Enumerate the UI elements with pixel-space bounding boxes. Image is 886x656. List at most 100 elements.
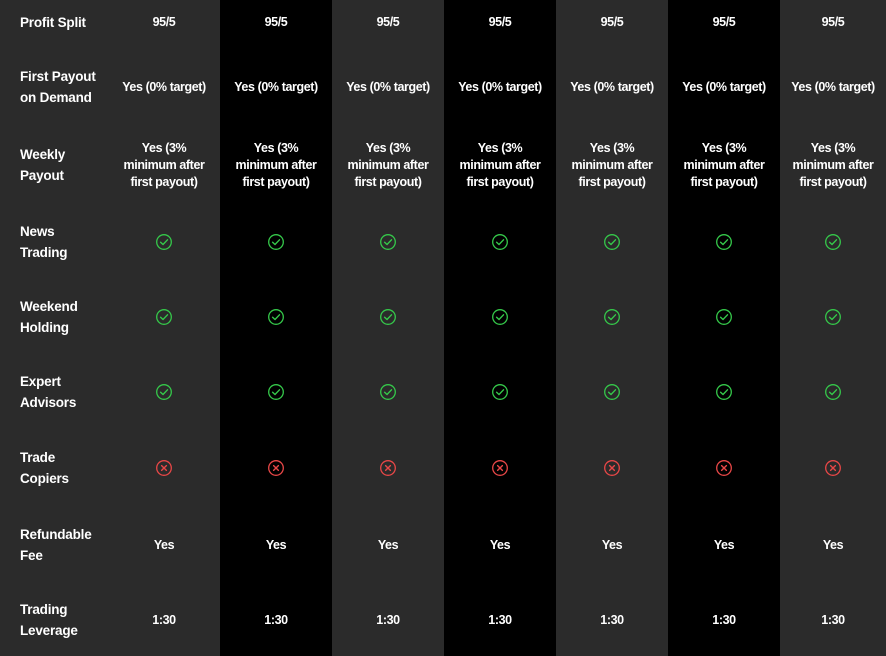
row-label-weekend-holding: Weekend Holding	[20, 299, 78, 335]
value-cell-first-payout: Yes (0% target)	[780, 54, 886, 120]
check-icon	[824, 308, 842, 326]
value-cell-weekly-payout: Yes (3% minimum after first payout)	[108, 120, 220, 210]
value-cell-weekend-holding	[444, 282, 556, 352]
check-icon	[715, 308, 733, 326]
value-cell-news-trading	[220, 207, 332, 277]
value-cell-weekend-holding	[556, 282, 668, 352]
value-cell-profit-split: 95/5	[780, 0, 886, 44]
value-cell-weekly-payout: Yes (3% minimum after first payout)	[444, 120, 556, 210]
value-cell-refundable-fee: Yes	[556, 509, 668, 581]
row-label-cell: Refundable Fee	[0, 509, 108, 581]
row-label-weekly-payout: Weekly Payout	[20, 147, 66, 183]
row-label-cell: Weekend Holding	[0, 282, 108, 352]
plan-column: 95/5 Yes (0% target) Yes (3% minimum after…	[332, 0, 444, 656]
check-icon	[603, 383, 621, 401]
value-text: 1:30	[821, 612, 845, 627]
value-text: 1:30	[264, 612, 288, 627]
value-text: 1:30	[600, 612, 624, 627]
row-label-refundable-fee: Refundable Fee	[20, 527, 92, 563]
cross-icon	[715, 459, 733, 477]
value-cell-weekend-holding	[108, 282, 220, 352]
value-cell-weekend-holding	[780, 282, 886, 352]
row-label-news-trading: News Trading	[20, 224, 68, 260]
value-cell-weekly-payout: Yes (3% minimum after first payout)	[668, 120, 780, 210]
value-text: Yes (3% minimum after first payout)	[792, 140, 874, 189]
value-text: Yes	[489, 537, 511, 552]
check-icon	[491, 383, 509, 401]
value-cell-refundable-fee: Yes	[332, 509, 444, 581]
value-cell-refundable-fee: Yes	[444, 509, 556, 581]
value-cell-trading-leverage: 1:30	[780, 584, 886, 656]
value-cell-first-payout: Yes (0% target)	[444, 54, 556, 120]
value-cell-expert-advisors	[108, 357, 220, 427]
value-cell-first-payout: Yes (0% target)	[668, 54, 780, 120]
value-cell-weekend-holding	[332, 282, 444, 352]
value-cell-profit-split: 95/5	[668, 0, 780, 44]
value-cell-news-trading	[668, 207, 780, 277]
value-text: Yes (3% minimum after first payout)	[683, 140, 765, 189]
plan-column: 95/5 Yes (0% target) Yes (3% minimum after…	[668, 0, 780, 656]
value-cell-expert-advisors	[220, 357, 332, 427]
plan-column: 95/5 Yes (0% target) Yes (3% minimum after…	[780, 0, 886, 656]
check-icon	[155, 383, 173, 401]
value-text: 95/5	[152, 14, 176, 29]
value-text: Yes	[377, 537, 399, 552]
value-cell-weekend-holding	[220, 282, 332, 352]
check-icon	[824, 233, 842, 251]
value-cell-trading-leverage: 1:30	[556, 584, 668, 656]
value-text: Yes	[153, 537, 175, 552]
row-label-cell: Trading Leverage	[0, 584, 108, 656]
row-label-profit-split: Profit Split	[20, 14, 86, 30]
row-label-cell: Weekly Payout	[0, 120, 108, 210]
value-cell-weekly-payout: Yes (3% minimum after first payout)	[332, 120, 444, 210]
value-cell-profit-split: 95/5	[556, 0, 668, 44]
cross-icon	[491, 459, 509, 477]
value-cell-news-trading	[444, 207, 556, 277]
value-cell-trade-copiers	[444, 432, 556, 504]
check-icon	[715, 233, 733, 251]
value-cell-trading-leverage: 1:30	[108, 584, 220, 656]
value-cell-trade-copiers	[780, 432, 886, 504]
value-text: 95/5	[600, 14, 624, 29]
value-cell-trade-copiers	[556, 432, 668, 504]
check-icon	[603, 233, 621, 251]
value-cell-refundable-fee: Yes	[108, 509, 220, 581]
plan-column: 95/5 Yes (0% target) Yes (3% minimum after…	[556, 0, 668, 656]
value-cell-refundable-fee: Yes	[220, 509, 332, 581]
value-cell-news-trading	[556, 207, 668, 277]
row-label-cell: Expert Advisors	[0, 357, 108, 427]
cross-icon	[603, 459, 621, 477]
value-cell-trade-copiers	[220, 432, 332, 504]
check-icon	[379, 308, 397, 326]
value-cell-expert-advisors	[668, 357, 780, 427]
value-cell-refundable-fee: Yes	[668, 509, 780, 581]
value-cell-first-payout: Yes (0% target)	[220, 54, 332, 120]
value-cell-expert-advisors	[332, 357, 444, 427]
row-label-cell: First Payout on Demand	[0, 54, 108, 120]
check-icon	[824, 383, 842, 401]
value-cell-news-trading	[780, 207, 886, 277]
value-text: 1:30	[152, 612, 176, 627]
value-cell-expert-advisors	[556, 357, 668, 427]
value-cell-profit-split: 95/5	[108, 0, 220, 44]
value-text: 95/5	[488, 14, 512, 29]
value-cell-expert-advisors	[444, 357, 556, 427]
value-text: 1:30	[376, 612, 400, 627]
value-cell-expert-advisors	[780, 357, 886, 427]
value-cell-weekend-holding	[668, 282, 780, 352]
check-icon	[491, 233, 509, 251]
row-label-expert-advisors: Expert Advisors	[20, 374, 77, 410]
value-cell-first-payout: Yes (0% target)	[108, 54, 220, 120]
value-cell-trading-leverage: 1:30	[668, 584, 780, 656]
value-cell-trade-copiers	[108, 432, 220, 504]
row-label-cell: Profit Split	[0, 0, 108, 44]
check-icon	[267, 233, 285, 251]
value-cell-profit-split: 95/5	[332, 0, 444, 44]
row-label-trading-leverage: Trading Leverage	[20, 602, 78, 638]
cross-icon	[155, 459, 173, 477]
value-text: Yes (0% target)	[791, 79, 875, 94]
cross-icon	[267, 459, 285, 477]
check-icon	[379, 383, 397, 401]
value-cell-refundable-fee: Yes	[780, 509, 886, 581]
